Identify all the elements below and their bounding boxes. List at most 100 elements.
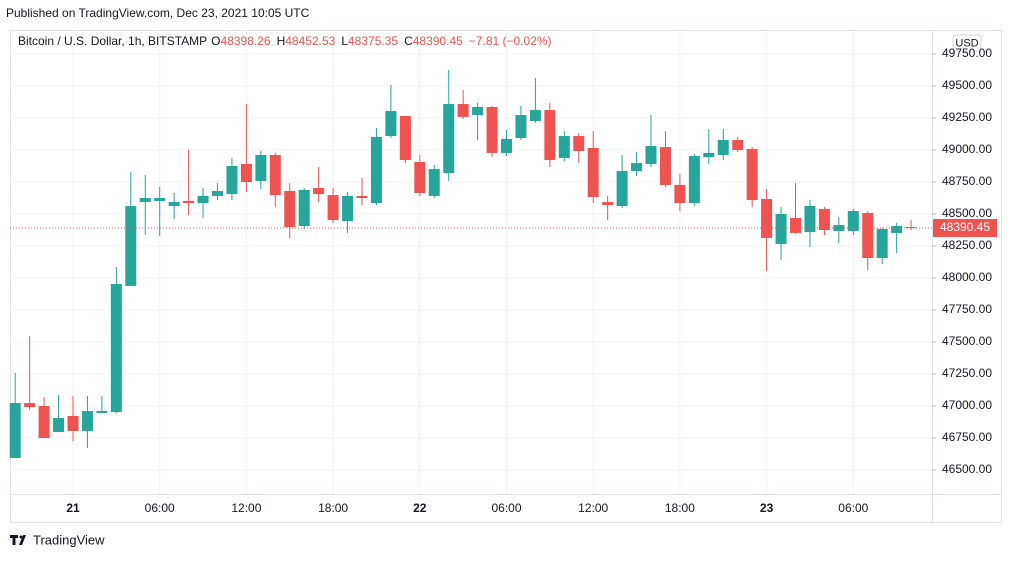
ohlc-value: 48375.35 — [348, 34, 398, 48]
legend-header: Bitcoin / U.S. Dollar, 1h, BITSTAMP O4839… — [18, 34, 552, 48]
candle-body — [486, 106, 498, 153]
candle-body — [558, 136, 570, 158]
y-tick-label: 48250.00 — [942, 238, 992, 252]
y-tick-label: 47000.00 — [942, 398, 992, 412]
candle-body — [154, 198, 166, 201]
candle-body — [818, 209, 830, 230]
candle-body — [746, 148, 758, 201]
candle-body — [255, 154, 267, 181]
footer-logo — [10, 535, 26, 545]
y-tick-label: 48750.00 — [942, 174, 992, 188]
candle-body — [313, 188, 325, 195]
y-tick-label: 46750.00 — [942, 430, 992, 444]
candle-body — [212, 190, 223, 196]
x-tick-label: 21 — [66, 501, 80, 515]
y-tick-label: 49750.00 — [942, 46, 992, 60]
y-tick-label: 48000.00 — [942, 270, 992, 284]
candle-body — [24, 403, 36, 408]
x-tick-label: 12:00 — [578, 501, 608, 515]
y-tick-label: 48500.00 — [942, 206, 992, 220]
x-tick-label: 18:00 — [318, 501, 348, 515]
grid — [10, 30, 932, 494]
candle-body — [240, 163, 252, 182]
candle-body — [616, 170, 628, 207]
candle-body — [443, 104, 455, 174]
candle-body — [688, 156, 700, 203]
candle-body — [197, 195, 209, 203]
x-tick-label: 06:00 — [491, 501, 521, 515]
candle-body — [862, 212, 874, 259]
x-tick-label: 06:00 — [838, 501, 868, 515]
candle-body — [804, 205, 816, 233]
candle-body — [659, 147, 671, 185]
ohlc-key: C — [404, 34, 413, 48]
candle-body — [703, 152, 715, 158]
symbol-title: Bitcoin / U.S. Dollar, 1h, BITSTAMP — [18, 34, 207, 48]
last-price-label: 48390.45 — [940, 220, 990, 234]
candle-body — [847, 211, 859, 232]
candle-body — [125, 206, 137, 286]
candle-body — [457, 104, 469, 117]
candle-body — [602, 201, 614, 206]
candle-body — [183, 200, 195, 203]
candle-body — [370, 136, 382, 203]
change: −7.81 (−0.02%) — [469, 34, 552, 48]
ohlc-value: 48452.53 — [285, 34, 335, 48]
candle-body — [9, 403, 21, 458]
candle-body — [399, 115, 411, 160]
ohlc-value: 48398.26 — [221, 34, 271, 48]
x-tick-label: 22 — [413, 501, 427, 515]
candle-body — [501, 138, 512, 153]
candle-body — [544, 110, 556, 160]
candle-body — [269, 154, 281, 196]
ohlc-key: L — [341, 34, 348, 48]
candle-body — [775, 214, 787, 244]
candle-body — [876, 228, 888, 259]
y-tick-label: 47500.00 — [942, 334, 992, 348]
candle-body — [356, 195, 368, 198]
y-tick-label: 49250.00 — [942, 110, 992, 124]
y-tick-label: 47750.00 — [942, 302, 992, 316]
candle-body — [732, 140, 744, 150]
candle-body — [226, 166, 238, 195]
y-tick-label: 49500.00 — [942, 78, 992, 92]
ohlc-value: 48390.45 — [413, 34, 463, 48]
candle-body — [385, 110, 397, 137]
x-tick-label: 18:00 — [665, 501, 695, 515]
logo-mark — [10, 535, 26, 545]
ohlc-key: H — [277, 34, 286, 48]
candle-body — [81, 410, 93, 431]
candle-body — [761, 199, 773, 238]
candles — [9, 70, 917, 458]
candle-body — [790, 217, 801, 233]
candle-body — [587, 147, 599, 197]
candle-body — [110, 284, 122, 413]
candle-body — [573, 136, 585, 152]
candle-body — [67, 415, 79, 431]
x-tick-label: 06:00 — [145, 501, 175, 515]
candle-body — [168, 201, 180, 207]
candle-body — [327, 195, 339, 221]
candle-body — [515, 115, 527, 138]
candle-body — [529, 110, 541, 121]
y-tick-label: 49000.00 — [942, 142, 992, 156]
candle-body — [891, 226, 903, 233]
x-tick-label: 12:00 — [231, 501, 261, 515]
logo-dot — [19, 535, 23, 539]
candle-body — [342, 195, 354, 222]
x-tick-label: 23 — [760, 501, 774, 515]
candle-body — [284, 190, 296, 228]
candle-body — [96, 410, 108, 414]
candle-body — [472, 106, 484, 116]
candle-body — [298, 189, 310, 227]
footer-brand: TradingView — [33, 532, 105, 547]
candle-body — [717, 140, 729, 155]
y-tick-label: 47250.00 — [942, 366, 992, 380]
candle-body — [631, 163, 643, 171]
currency: USD — [955, 37, 978, 49]
candle-body — [674, 184, 686, 203]
last-price-tag — [933, 219, 997, 238]
candle-body — [414, 162, 426, 194]
